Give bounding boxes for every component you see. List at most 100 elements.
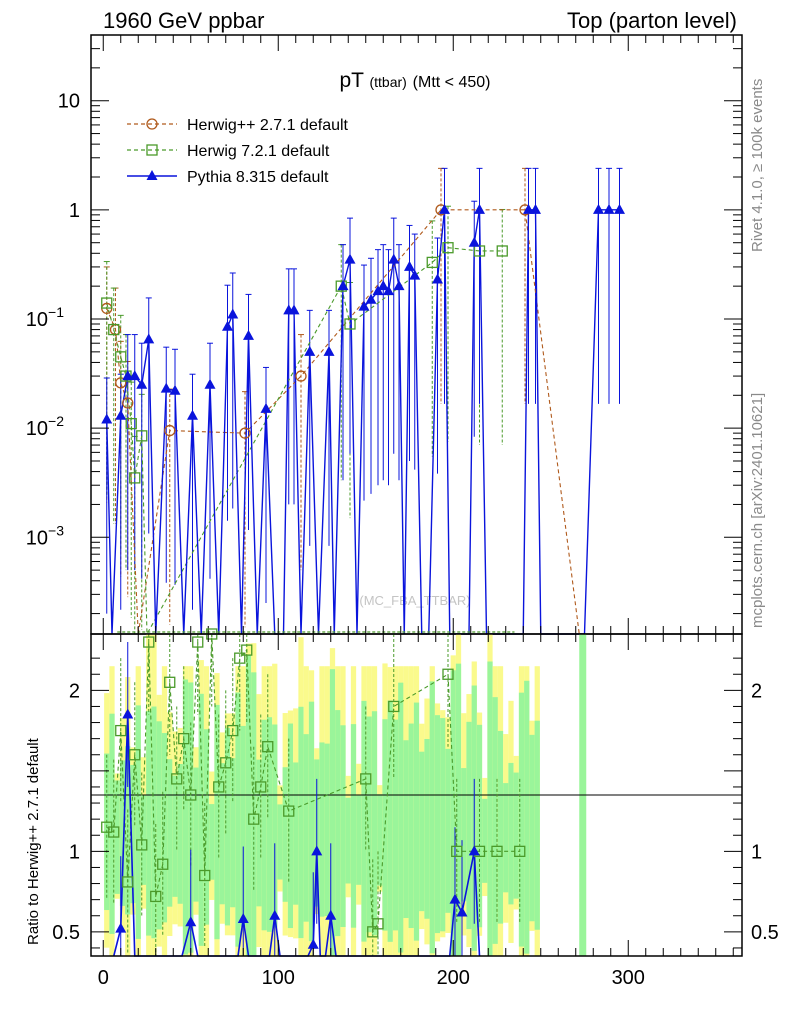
legend-marker [146,118,158,130]
ratio-marker-pythia [311,845,323,856]
main-marker-pythia [393,280,405,291]
ratio-band-green [466,721,472,930]
legend-item-herwig_old: Herwig++ 2.7.1 default [127,117,349,134]
ratio-band-green [534,720,540,930]
ratio-band-green [434,715,441,934]
main-marker-herwig_old [164,424,176,437]
ratio-band-green [445,748,451,913]
legend: Herwig++ 2.7.1 default Herwig 7.2.1 defau… [127,117,349,186]
legend-item-pythia: Pythia 8.315 default [127,169,329,186]
main-marker-pythia [187,409,198,420]
ratio-marker-herwig_new [213,781,225,793]
ratio-marker-pythia [185,916,197,927]
ratio-band-green [308,701,315,942]
ratio-band-green [209,804,215,880]
main-marker-pythia [404,260,415,271]
ratio-y-axis: 0.5 0.5 1 1 2 2 [52,657,779,949]
main-y-tick-label: 1 [69,200,80,222]
main-marker-herwig_new [426,256,438,269]
ratio-band-green [319,742,325,917]
ratio-band-green [497,730,504,924]
ratio-marker-herwig_new [255,781,267,793]
ratio-marker-herwig_new [442,668,454,680]
ratio-marker-herwig_new [451,845,463,857]
ratio-marker-herwig_new [360,773,372,785]
ratio-band-green [198,693,204,946]
title-sub: (ttbar) [369,74,406,90]
main-line-pythia [106,209,620,635]
main-marker-pythia [603,203,615,214]
main-marker-pythia [530,203,541,214]
main-y-tick-label: 10−2 [26,413,64,440]
ratio-marker-herwig_new [129,749,141,761]
ratio-band-green [329,669,336,956]
main-marker-pythia [377,280,389,291]
main-marker-pythia [337,280,349,291]
ratio-band-green [377,794,383,886]
ratio-band-green [287,723,294,929]
ratio-marker-herwig_new [108,826,120,838]
ratio-band-green [387,700,393,942]
main-marker-pythia [204,378,216,389]
energy-label: 1960 GeV ppbar [103,8,264,33]
x-tick-label: 100 [262,967,295,989]
ratio-band-green [461,768,467,902]
ratio-band-green [408,723,414,929]
legend-marker [146,170,158,180]
ratio-marker-herwig_new [157,858,169,870]
ratio-series-markers [101,628,526,949]
ratio-band-green [524,680,530,954]
ratio-band-green [277,804,283,880]
ratio-band-green [272,724,278,928]
ratio-marker-herwig_new [122,876,134,888]
rivet-version-label: Rivet 4.1.0, ≥ 100k events [749,79,766,252]
main-marker-herwig_old [239,427,251,439]
ratio-band-green [177,763,183,904]
ratio-marker-herwig_new [372,918,384,930]
main-marker-pythia [614,203,625,214]
main-y-tick-label: 10−1 [26,304,64,331]
x-tick-label: 200 [437,967,470,989]
ratio-marker-herwig_new [178,733,190,745]
ratio-band-green [403,740,409,919]
ratio-marker-pythia [115,922,127,933]
ratio-band-green [429,681,435,954]
main-marker-herwig_new [101,297,113,309]
ratio-panel: 0.5 0.5 1 1 2 2 0 100 200 300 Ratio to Herwig++ … [25,628,779,989]
ratio-marker-herwig_new [164,676,176,688]
ratio-y-tick-label: 0.5 [52,922,80,944]
svg-text:pT (ttbar) (Mt: pT (ttbar) (Mtt < 450) [340,69,491,92]
legend-label: Pythia 8.315 default [187,169,329,186]
ratio-marker-pythia [269,909,281,920]
ratio-marker-herwig_new [136,839,148,851]
main-panel: (MC_FBA_TTBAR) 10−3 10−2 10−1 1 10 pT (ttbar… [26,34,743,637]
legend-item-herwig_new: Herwig 7.2.1 default [127,143,330,160]
ratio-band-green [518,692,525,947]
ratio-marker-pythia [468,845,480,856]
ratio-x-axis: 0 100 200 300 [98,634,734,989]
ratio-marker-herwig_new [150,890,162,903]
ratio-band-green [503,783,509,893]
ratio-band-green [146,710,152,936]
main-y-axis: 10−3 10−2 10−1 1 10 [26,34,742,615]
ratio-marker-pythia [325,909,337,920]
main-marker-pythia [115,409,127,420]
process-label: Top (parton level) [567,8,737,33]
ratio-band-green [161,733,168,923]
main-y-tick-label: 10−3 [26,522,64,549]
main-marker-herwig_new [125,417,137,430]
ratio-marker-pythia [456,906,468,917]
main-marker-herwig_new [129,472,141,484]
main-marker-pythia [358,300,370,311]
legend-label: Herwig++ 2.7.1 default [187,117,349,134]
ratio-y-tick-label: 1 [69,841,80,863]
ratio-band-green [293,762,299,905]
ratio-band-green [487,661,493,956]
ratio-marker-herwig_new [241,644,253,656]
ratio-band-green [182,679,189,955]
ratio-marker-herwig_new [227,724,239,737]
ratio-band-green [350,724,357,928]
ratio-band-green [298,706,304,939]
ratio-band-green [130,764,136,904]
ratio-band-green [398,682,404,953]
